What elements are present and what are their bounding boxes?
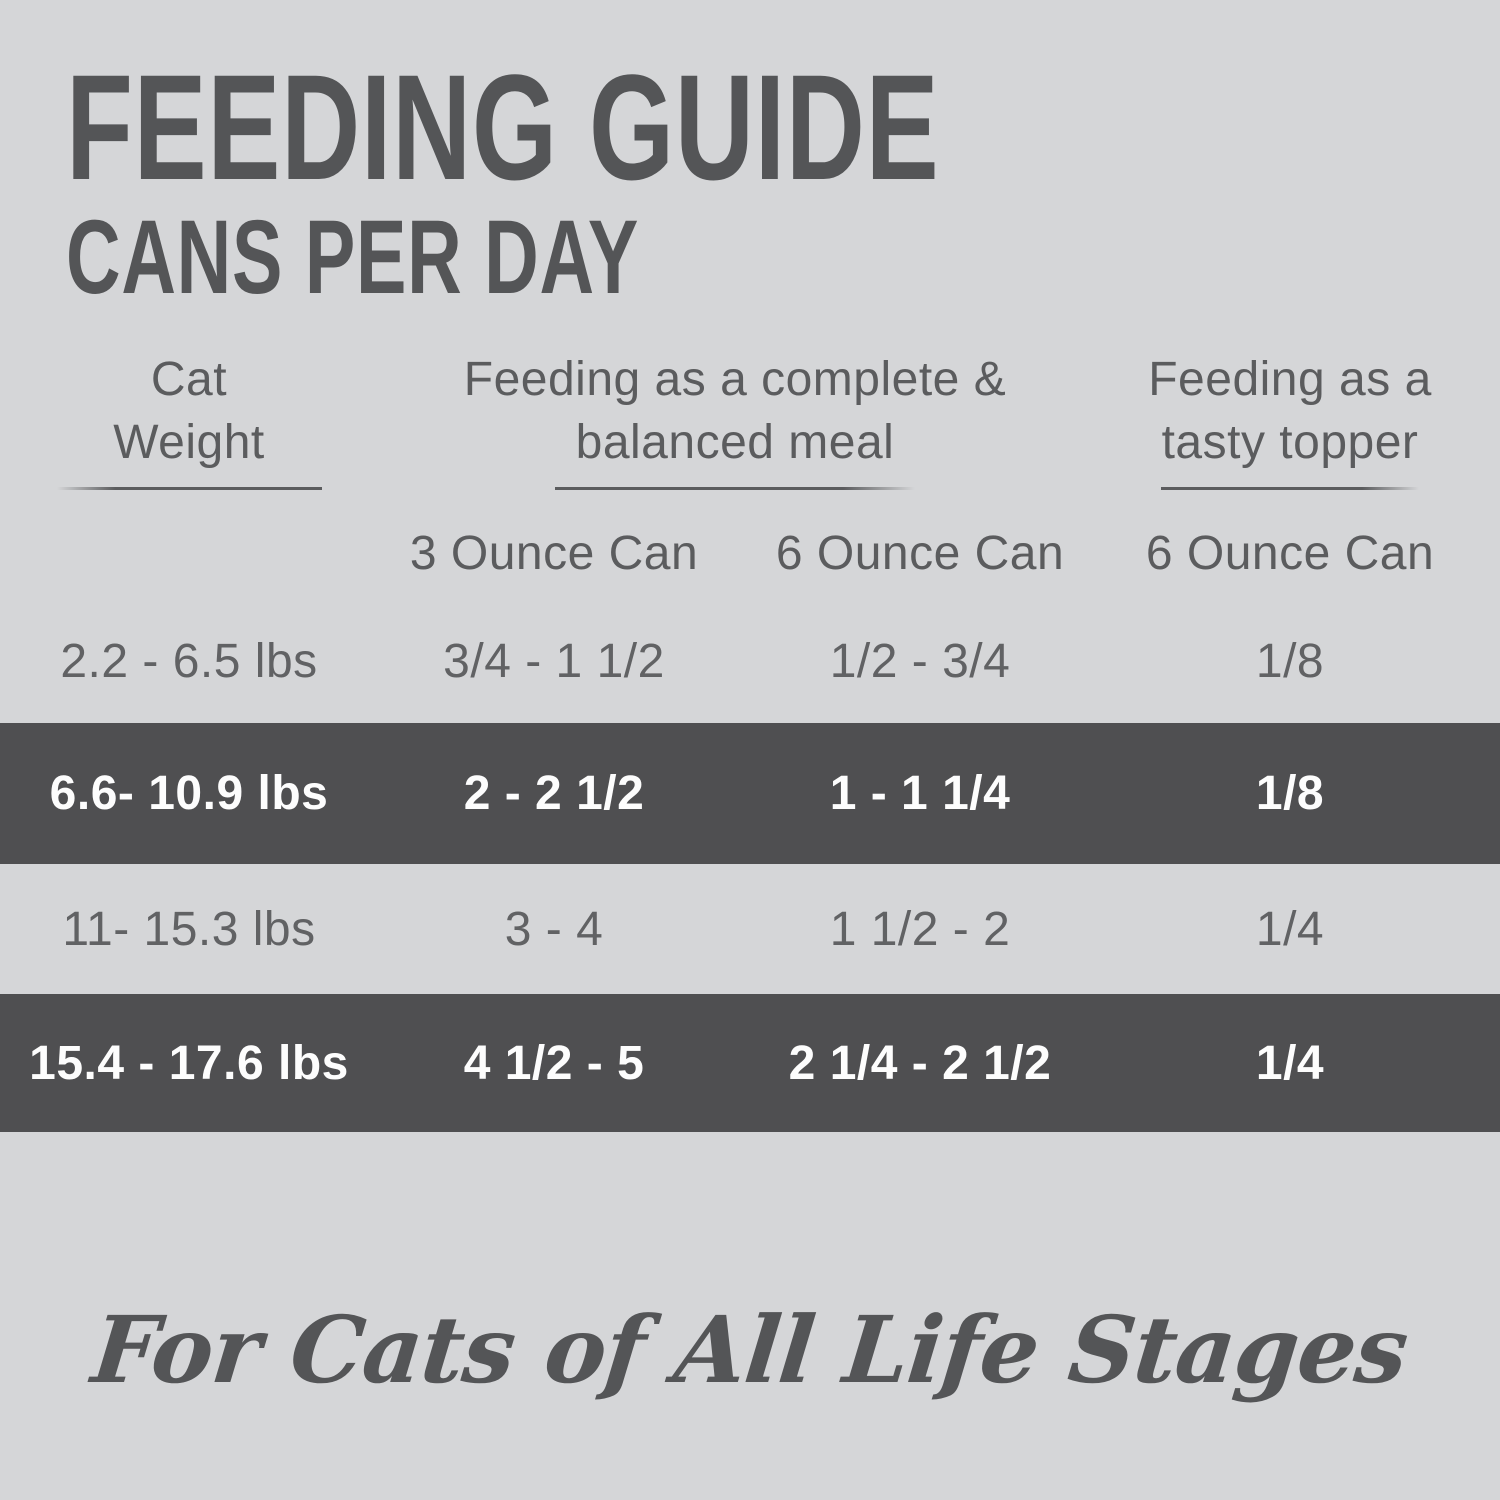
table-subheader-row: 3 Ounce Can 6 Ounce Can 6 Ounce Can [0, 518, 1500, 588]
complete-meal-underline [555, 487, 915, 490]
table-row-highlighted: 6.6- 10.9 lbs 2 - 2 1/2 1 - 1 1/4 1/8 [0, 723, 1500, 864]
col-header-cat-weight: Cat Weight [0, 348, 378, 490]
cell-topper: 1/4 [1255, 1036, 1325, 1090]
col-header-cat-weight-line1: Cat [150, 353, 228, 406]
col-header-complete-meal-line1: Feeding as a complete & [463, 353, 1007, 406]
cell-weight: 6.6- 10.9 lbs [49, 767, 329, 820]
cell-3oz: 2 - 2 1/2 [463, 767, 645, 820]
cell-weight: 11- 15.3 lbs [62, 902, 316, 956]
all-life-stages-tagline: For Cats of All Life Stages [87, 1296, 1413, 1404]
subheader-spacer [0, 518, 378, 588]
cell-6oz: 1 - 1 1/4 [829, 767, 1011, 820]
subheader-3oz-can: 3 Ounce Can [409, 526, 699, 580]
table-header-row: Cat Weight Feeding as a complete & balan… [0, 348, 1500, 490]
subheader-6oz-can-topper: 6 Ounce Can [1145, 526, 1435, 580]
col-header-tasty-topper-line2: tasty topper [1161, 416, 1419, 469]
page-title: FEEDING GUIDE [66, 43, 940, 211]
col-header-complete-meal: Feeding as a complete & balanced meal [378, 348, 1110, 490]
page-subtitle: CANS PER DAY [66, 199, 639, 316]
subheader-6oz-can-meal: 6 Ounce Can [775, 526, 1065, 580]
cell-3oz: 4 1/2 - 5 [463, 1036, 645, 1090]
col-header-tasty-topper-line1: Feeding as a [1148, 353, 1432, 406]
tasty-topper-underline [1161, 487, 1419, 490]
col-header-complete-meal-line2: balanced meal [575, 416, 895, 469]
cell-3oz: 3 - 4 [504, 902, 604, 956]
cell-topper: 1/8 [1255, 767, 1325, 820]
cell-6oz: 1/2 - 3/4 [829, 635, 1011, 688]
cell-weight: 15.4 - 17.6 lbs [29, 1036, 349, 1090]
table-row-highlighted: 15.4 - 17.6 lbs 4 1/2 - 5 2 1/4 - 2 1/2 … [0, 994, 1500, 1132]
cell-topper: 1/8 [1255, 635, 1325, 688]
footer: For Cats of All Life Stages [0, 1240, 1500, 1460]
table-body: 2.2 - 6.5 lbs 3/4 - 1 1/2 1/2 - 3/4 1/8 … [0, 600, 1500, 1132]
col-header-cat-weight-line2: Weight [113, 416, 265, 469]
cell-weight: 2.2 - 6.5 lbs [60, 635, 318, 688]
cell-6oz: 2 1/4 - 2 1/2 [788, 1036, 1052, 1090]
cell-3oz: 3/4 - 1 1/2 [443, 635, 665, 688]
cell-6oz: 1 1/2 - 2 [829, 902, 1011, 956]
cat-weight-underline [56, 487, 322, 490]
table-row: 11- 15.3 lbs 3 - 4 1 1/2 - 2 1/4 [0, 864, 1500, 994]
col-header-tasty-topper: Feeding as a tasty topper [1110, 348, 1500, 490]
cell-topper: 1/4 [1255, 902, 1325, 956]
table-row: 2.2 - 6.5 lbs 3/4 - 1 1/2 1/2 - 3/4 1/8 [0, 600, 1500, 723]
